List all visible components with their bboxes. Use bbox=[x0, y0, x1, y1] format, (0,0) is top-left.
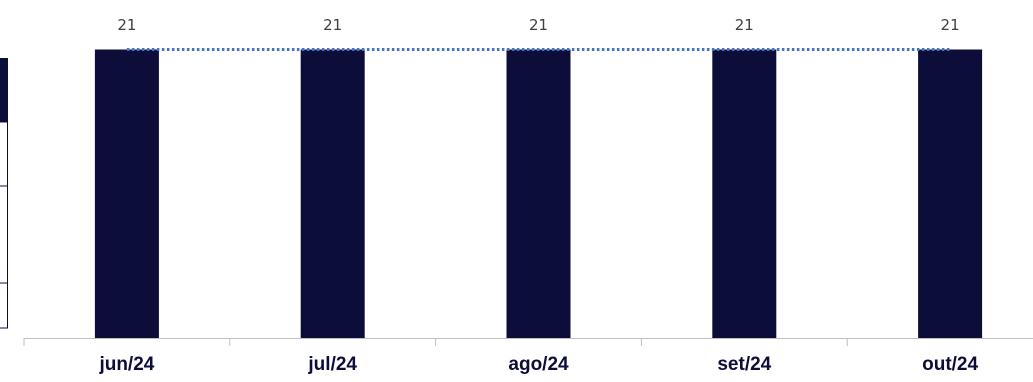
data-label: 21 bbox=[117, 16, 136, 34]
category-label: jun/24 bbox=[98, 354, 154, 375]
category-label: out/24 bbox=[922, 354, 978, 375]
bar-set-24 bbox=[712, 49, 777, 338]
x-axis bbox=[23, 338, 1033, 346]
data-label: 21 bbox=[941, 16, 960, 34]
category-label: set/24 bbox=[717, 354, 771, 375]
bar-out-24 bbox=[918, 49, 983, 338]
data-labels-layer: 21 21 21 21 21 bbox=[117, 16, 959, 34]
bar-jun-24 bbox=[94, 49, 159, 338]
bars-layer bbox=[94, 49, 983, 338]
category-label: jul/24 bbox=[307, 354, 357, 375]
data-label: 21 bbox=[323, 16, 342, 34]
category-labels-layer: jun/24 jul/24 ago/24 set/24 out/24 bbox=[98, 354, 978, 375]
left-edge-fragment bbox=[0, 58, 8, 329]
category-label: ago/24 bbox=[508, 354, 569, 375]
bar-ago-24 bbox=[506, 49, 571, 338]
data-label: 21 bbox=[529, 16, 548, 34]
data-label: 21 bbox=[735, 16, 754, 34]
bar-jul-24 bbox=[300, 49, 365, 338]
